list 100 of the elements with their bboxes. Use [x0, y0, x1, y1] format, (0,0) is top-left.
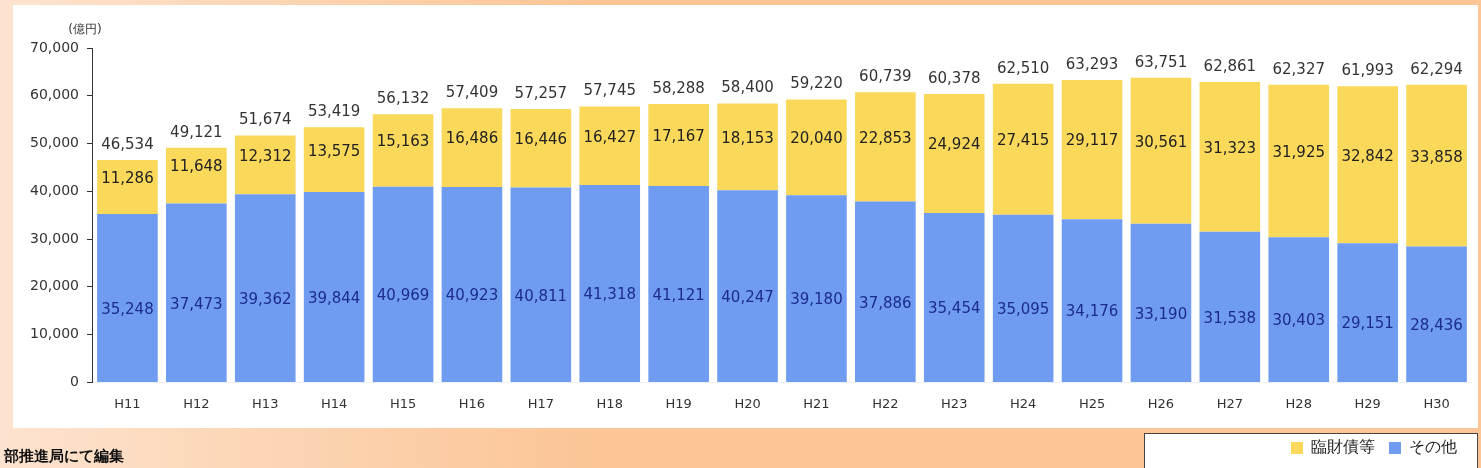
data-label: 37,886	[859, 293, 912, 312]
data-label: 27,415	[996, 131, 1050, 150]
bar	[786, 99, 847, 196]
data-label: 39,362	[238, 290, 292, 309]
bar	[1130, 77, 1192, 224]
total-label: 46,534	[101, 134, 154, 153]
data-label: 22,853	[859, 128, 912, 147]
bar	[166, 147, 227, 204]
total-label: 49,121	[170, 122, 223, 141]
x-tick-label: H23	[941, 395, 968, 411]
data-label: 33,190	[1134, 304, 1188, 323]
data-label: 33,858	[1410, 147, 1463, 166]
bar	[1130, 223, 1192, 382]
bar	[923, 213, 985, 382]
total-label: 59,220	[790, 74, 843, 93]
x-tick-label: H25	[1078, 395, 1106, 411]
x-tick-label: H17	[527, 395, 554, 411]
total-label: 62,327	[1272, 59, 1325, 78]
data-label: 30,403	[1272, 311, 1325, 330]
data-label: 12,312	[238, 146, 292, 165]
total-label: 61,993	[1341, 61, 1394, 80]
bar	[579, 185, 641, 382]
x-tick-label: H12	[183, 395, 210, 411]
bar	[441, 108, 503, 187]
y-tick-label: 10,000	[29, 325, 79, 342]
x-tick-label: H16	[458, 395, 486, 411]
y-tick-label: 50,000	[29, 134, 79, 151]
total-label: 58,400	[721, 78, 774, 97]
x-tick-label: H28	[1285, 395, 1312, 411]
x-tick-label: H29	[1354, 395, 1381, 411]
x-tick-label: H27	[1216, 395, 1244, 411]
data-label: 20,040	[790, 129, 843, 148]
bar	[1337, 243, 1398, 382]
bar	[1061, 219, 1123, 382]
legend-label: 臨財債等	[1311, 437, 1375, 457]
bar	[717, 190, 778, 382]
bar	[1199, 231, 1261, 382]
total-label: 62,510	[996, 58, 1050, 77]
total-label: 53,419	[307, 102, 361, 121]
data-label: 40,811	[514, 286, 568, 305]
legend-label: その他	[1409, 437, 1457, 457]
total-label: 62,294	[1410, 59, 1463, 78]
x-tick-label: H11	[114, 395, 141, 411]
text: 部推進局にて編集	[3, 446, 124, 465]
bar	[303, 192, 365, 382]
data-label: 35,095	[996, 300, 1050, 319]
bar	[992, 83, 1054, 215]
bar	[1337, 86, 1398, 244]
total-label: 60,739	[859, 67, 912, 86]
data-label: 31,323	[1203, 138, 1257, 157]
x-tick-label: H19	[665, 395, 692, 411]
bar	[648, 185, 709, 382]
bar	[510, 108, 572, 188]
data-label: 18,153	[721, 128, 774, 147]
total-label: 57,745	[583, 81, 636, 100]
total-label: 58,288	[652, 78, 705, 97]
data-label: 24,924	[927, 135, 981, 154]
y-tick-label: 70,000	[29, 38, 79, 55]
x-tick-label: H15	[389, 395, 417, 411]
bar	[1199, 82, 1261, 232]
bar	[234, 194, 296, 382]
y-tick-label: 0	[70, 373, 79, 390]
data-label: 41,318	[583, 285, 636, 304]
total-label: 51,674	[238, 110, 292, 129]
bar	[97, 160, 158, 215]
bar	[855, 201, 916, 382]
data-label: 29,117	[1065, 131, 1119, 150]
data-label: 32,842	[1341, 146, 1394, 165]
bar	[1268, 237, 1330, 382]
bar	[717, 103, 778, 191]
data-label: 29,151	[1341, 314, 1394, 333]
x-tick-label: H26	[1147, 395, 1175, 411]
data-label: 16,486	[445, 129, 499, 148]
bar	[1061, 80, 1123, 220]
data-label: 40,247	[721, 287, 774, 306]
x-tick-label: H18	[596, 395, 623, 411]
data-label: 34,176	[1065, 302, 1119, 321]
bar	[234, 135, 296, 195]
bar	[303, 127, 365, 193]
bar	[372, 114, 434, 187]
bar	[579, 106, 641, 186]
x-tick-label: H30	[1423, 395, 1450, 411]
data-label: 28,436	[1410, 316, 1463, 335]
bar	[372, 186, 434, 382]
data-label: 11,286	[101, 168, 154, 187]
total-label: 62,861	[1203, 56, 1257, 75]
data-label: 16,427	[583, 127, 636, 146]
data-label: 15,163	[376, 132, 430, 151]
y-tick-label: 40,000	[29, 181, 79, 198]
bar	[97, 214, 158, 382]
data-label: 41,121	[652, 285, 705, 304]
data-label: 40,923	[445, 286, 499, 305]
data-label: 35,248	[101, 299, 154, 318]
y-tick-label: 60,000	[29, 86, 79, 103]
total-label: 63,293	[1065, 54, 1119, 73]
data-label: 13,575	[307, 141, 361, 160]
total-label: 56,132	[376, 89, 430, 108]
x-tick-label: H20	[734, 395, 761, 411]
data-label: 31,925	[1272, 142, 1325, 161]
x-tick-label: H14	[320, 395, 348, 411]
